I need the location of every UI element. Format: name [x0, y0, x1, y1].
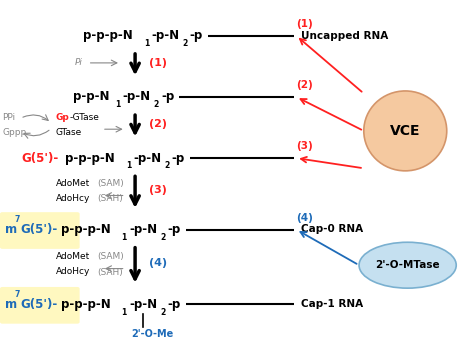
Text: -p: -p — [161, 90, 174, 103]
Text: VCE: VCE — [390, 124, 420, 138]
Text: AdoMet: AdoMet — [56, 179, 90, 188]
Text: -p-N: -p-N — [129, 298, 157, 311]
Text: 2: 2 — [182, 39, 188, 48]
FancyBboxPatch shape — [0, 287, 80, 324]
Text: 1: 1 — [121, 308, 127, 317]
Text: -p-N: -p-N — [123, 90, 151, 103]
Text: Gppp: Gppp — [2, 128, 27, 137]
Text: AdoMet: AdoMet — [56, 252, 90, 261]
Text: (4): (4) — [296, 212, 313, 223]
Text: (2): (2) — [296, 80, 313, 90]
Text: Pi: Pi — [75, 58, 83, 67]
Text: 2: 2 — [160, 308, 165, 317]
Text: AdoHcy: AdoHcy — [56, 194, 91, 203]
Text: Gp: Gp — [56, 113, 70, 122]
Text: -GTase: -GTase — [70, 113, 100, 122]
Text: Cap-0 RNA: Cap-0 RNA — [301, 224, 363, 235]
Text: 1: 1 — [121, 233, 127, 242]
Text: 2: 2 — [160, 233, 165, 242]
Text: 1: 1 — [126, 162, 131, 170]
Text: (1): (1) — [149, 58, 167, 68]
Text: Uncapped RNA: Uncapped RNA — [301, 31, 388, 41]
Text: G(5')-: G(5')- — [20, 298, 58, 311]
Text: (3): (3) — [296, 141, 313, 151]
Text: -p: -p — [190, 29, 203, 42]
Text: 1: 1 — [115, 100, 120, 109]
Text: PPi: PPi — [2, 113, 16, 122]
FancyBboxPatch shape — [0, 212, 80, 249]
Text: (SAH): (SAH) — [97, 194, 123, 203]
Text: p-p-p-N: p-p-p-N — [61, 223, 110, 236]
Text: p-p-p-N: p-p-p-N — [83, 29, 133, 42]
Text: (SAM): (SAM) — [97, 179, 124, 188]
Text: 2: 2 — [154, 100, 159, 109]
Text: Cap-1 RNA: Cap-1 RNA — [301, 299, 363, 309]
Text: -p: -p — [168, 223, 181, 236]
Text: G(5')-: G(5')- — [20, 223, 58, 236]
Ellipse shape — [359, 242, 456, 288]
Text: 7: 7 — [14, 216, 19, 224]
Text: -p: -p — [168, 298, 181, 311]
Text: 1: 1 — [144, 39, 149, 48]
Text: 7: 7 — [14, 290, 19, 299]
Text: -p-N: -p-N — [129, 223, 157, 236]
Text: (SAM): (SAM) — [97, 252, 124, 261]
Text: (4): (4) — [149, 258, 167, 269]
Text: -p: -p — [172, 152, 185, 165]
Text: AdoHcy: AdoHcy — [56, 268, 91, 276]
Text: m: m — [5, 223, 17, 236]
Text: -p-N: -p-N — [134, 152, 162, 165]
Ellipse shape — [364, 91, 447, 171]
Text: 2'-O-Me: 2'-O-Me — [131, 329, 174, 339]
Text: G(5')-: G(5')- — [21, 152, 59, 165]
Text: p-p-p-N: p-p-p-N — [61, 298, 110, 311]
Text: -p-N: -p-N — [152, 29, 180, 42]
Text: 2: 2 — [164, 162, 170, 170]
Text: p-p-N: p-p-N — [73, 90, 110, 103]
Text: (2): (2) — [149, 119, 167, 129]
Text: (3): (3) — [149, 185, 167, 195]
Text: m: m — [5, 298, 17, 311]
Text: (SAH): (SAH) — [97, 268, 123, 276]
Text: (1): (1) — [296, 19, 313, 29]
Text: p-p-p-N: p-p-p-N — [65, 152, 115, 165]
Text: GTase: GTase — [56, 128, 82, 137]
Text: 2'-O-MTase: 2'-O-MTase — [375, 260, 440, 270]
